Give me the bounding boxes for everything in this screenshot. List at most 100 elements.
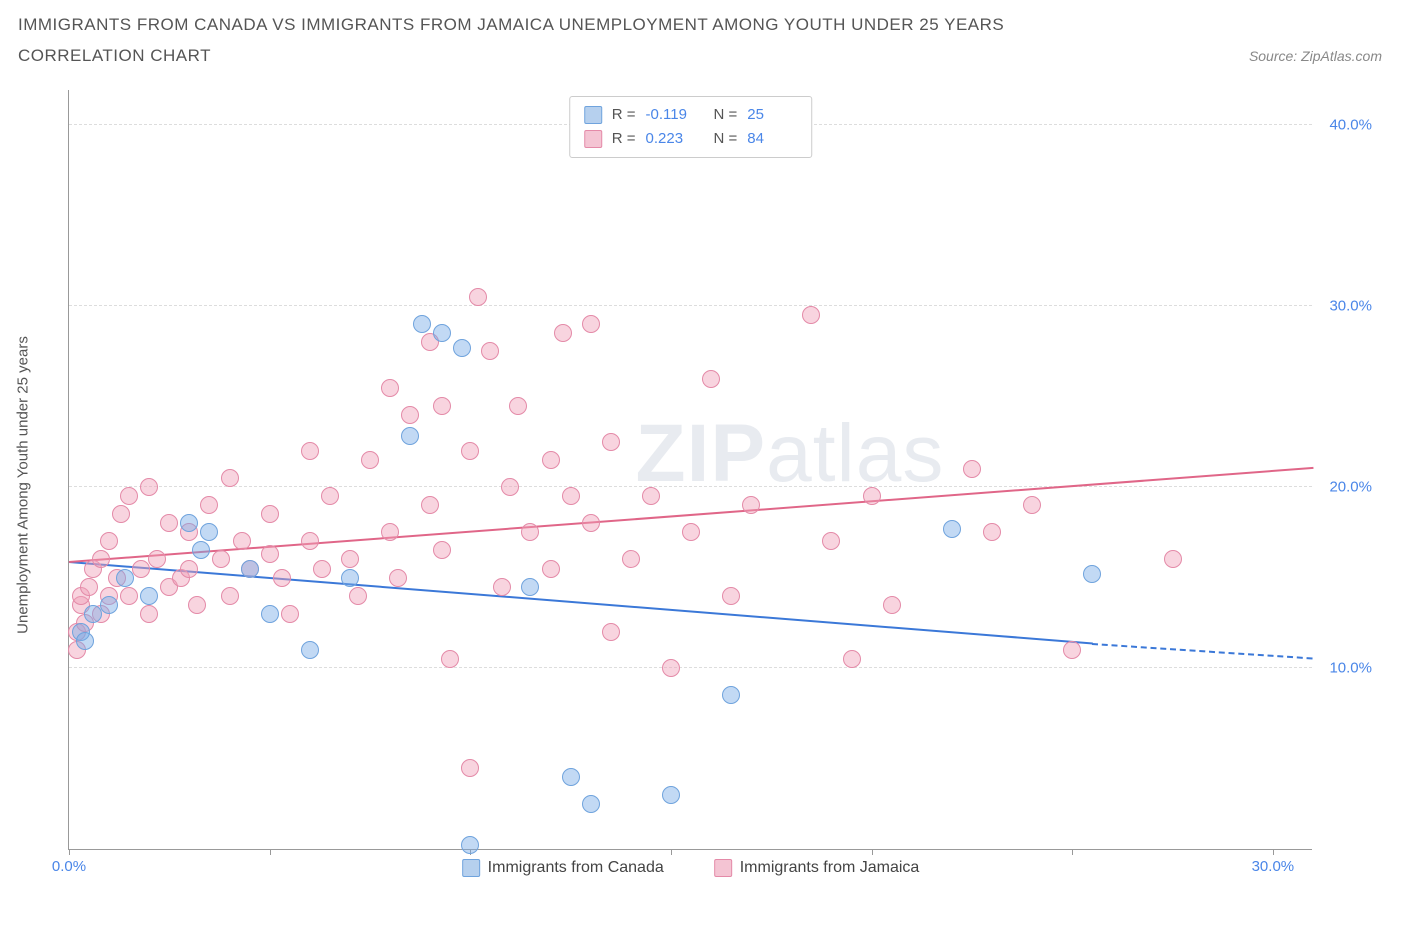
trend-line (69, 467, 1313, 563)
data-point (188, 596, 206, 614)
x-tick-label: 0.0% (52, 858, 86, 875)
data-point (722, 587, 740, 605)
data-point (192, 541, 210, 559)
data-point (241, 560, 259, 578)
y-tick-label: 10.0% (1317, 660, 1372, 677)
data-point (461, 442, 479, 460)
x-tick (1072, 849, 1073, 855)
data-point (963, 460, 981, 478)
y-tick-label: 30.0% (1317, 298, 1372, 315)
data-point (132, 560, 150, 578)
data-point (221, 587, 239, 605)
data-point (662, 786, 680, 804)
data-point (200, 496, 218, 514)
data-point (148, 550, 166, 568)
data-point (461, 836, 479, 854)
data-point (542, 451, 560, 469)
data-point (433, 541, 451, 559)
watermark: ZIPatlas (636, 407, 945, 501)
swatch-canada-icon (462, 859, 480, 877)
data-point (521, 578, 539, 596)
data-point (481, 342, 499, 360)
bottom-legend: Immigrants from Canada Immigrants from J… (462, 859, 920, 877)
data-point (493, 578, 511, 596)
data-point (361, 451, 379, 469)
data-point (349, 587, 367, 605)
data-point (273, 569, 291, 587)
data-point (180, 514, 198, 532)
data-point (433, 397, 451, 415)
data-point (562, 487, 580, 505)
stat-n-label: N = (714, 103, 738, 127)
data-point (381, 379, 399, 397)
data-point (622, 550, 640, 568)
data-point (116, 569, 134, 587)
data-point (682, 523, 700, 541)
data-point (1063, 641, 1081, 659)
stat-n-label: N = (714, 127, 738, 151)
data-point (413, 315, 431, 333)
data-point (84, 605, 102, 623)
gridline (69, 667, 1312, 668)
gridline (69, 486, 1312, 487)
data-point (120, 487, 138, 505)
chart-title: IMMIGRANTS FROM CANADA VS IMMIGRANTS FRO… (18, 10, 1118, 71)
data-point (554, 324, 572, 342)
scatter-plot: ZIPatlas R = -0.119 N = 25 R = 0.223 N =… (68, 90, 1312, 850)
data-point (341, 550, 359, 568)
data-point (100, 596, 118, 614)
data-point (742, 496, 760, 514)
data-point (542, 560, 560, 578)
data-point (261, 505, 279, 523)
data-point (433, 324, 451, 342)
data-point (100, 532, 118, 550)
legend-item-canada: Immigrants from Canada (462, 859, 664, 877)
legend-label-canada: Immigrants from Canada (488, 859, 664, 877)
data-point (112, 505, 130, 523)
data-point (1083, 565, 1101, 583)
data-point (321, 487, 339, 505)
data-point (421, 496, 439, 514)
data-point (180, 560, 198, 578)
data-point (582, 315, 600, 333)
data-point (501, 478, 519, 496)
data-point (983, 523, 1001, 541)
legend-row-canada: R = -0.119 N = 25 (584, 103, 798, 127)
data-point (843, 650, 861, 668)
data-point (662, 659, 680, 677)
y-tick-label: 20.0% (1317, 479, 1372, 496)
data-point (469, 288, 487, 306)
x-tick (270, 849, 271, 855)
x-tick (671, 849, 672, 855)
legend-row-jamaica: R = 0.223 N = 84 (584, 127, 798, 151)
data-point (582, 795, 600, 813)
data-point (301, 532, 319, 550)
data-point (562, 768, 580, 786)
x-tick (1273, 849, 1274, 855)
gridline (69, 305, 1312, 306)
data-point (702, 370, 720, 388)
data-point (602, 623, 620, 641)
data-point (802, 306, 820, 324)
data-point (642, 487, 660, 505)
data-point (943, 520, 961, 538)
stat-n-value: 84 (747, 127, 797, 151)
trend-line (1092, 643, 1313, 659)
stat-r-value: -0.119 (646, 103, 696, 127)
data-point (521, 523, 539, 541)
data-point (453, 339, 471, 357)
data-point (200, 523, 218, 541)
data-point (313, 560, 331, 578)
stat-r-value: 0.223 (646, 127, 696, 151)
data-point (92, 550, 110, 568)
data-point (212, 550, 230, 568)
data-point (160, 514, 178, 532)
data-point (1023, 496, 1041, 514)
swatch-jamaica (584, 130, 602, 148)
data-point (883, 596, 901, 614)
data-point (863, 487, 881, 505)
data-point (1164, 550, 1182, 568)
data-point (461, 759, 479, 777)
data-point (582, 514, 600, 532)
swatch-canada (584, 106, 602, 124)
